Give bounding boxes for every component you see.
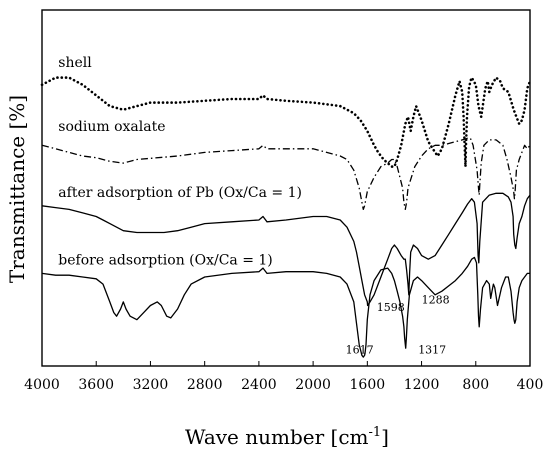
series-label: before adsorption (Ox/Ca = 1) [58,253,272,269]
x-axis-title: Wave number [cm-1] [185,425,389,449]
series-layer [40,76,532,358]
x-tick-label: 400 [517,377,544,393]
x-tick-label: 1200 [404,377,440,393]
peak-label: 1317 [418,344,446,357]
series-label: after adsorption of Pb (Ox/Ca = 1) [58,185,302,201]
x-tick-label: 2000 [295,377,331,393]
x-tick-label: 3200 [133,377,169,393]
x-axis-title-main: Wave number [cm [185,425,369,449]
peak-label: 1288 [422,294,450,307]
x-tick-label: 800 [462,377,489,393]
plot-frame [41,9,531,367]
series-line-0 [40,76,532,168]
series-label: sodium oxalate [58,119,165,135]
peak-label: 1598 [377,301,405,314]
y-axis-title: Transmittance [%] [5,95,29,283]
x-axis-title-sup: -1 [369,425,382,440]
peak-label: 1617 [346,344,374,357]
series-line-2 [41,192,531,307]
x-axis-title-close: ] [381,425,389,449]
x-axis: 4000 3600 3200 2800 2400 2000 1600 1200 800 400 [24,361,543,393]
annotation-layer: shell sodium oxalate after adsorption of P… [58,55,449,357]
x-tick-label: 3600 [78,377,114,393]
x-tick-label: 2400 [241,377,277,393]
series-line-3 [41,256,530,358]
x-tick-label: 1600 [350,377,386,393]
x-tick-label: 2800 [187,377,223,393]
series-label: shell [58,55,92,71]
series-line-1 [41,137,531,211]
x-tick-label: 4000 [24,377,60,393]
